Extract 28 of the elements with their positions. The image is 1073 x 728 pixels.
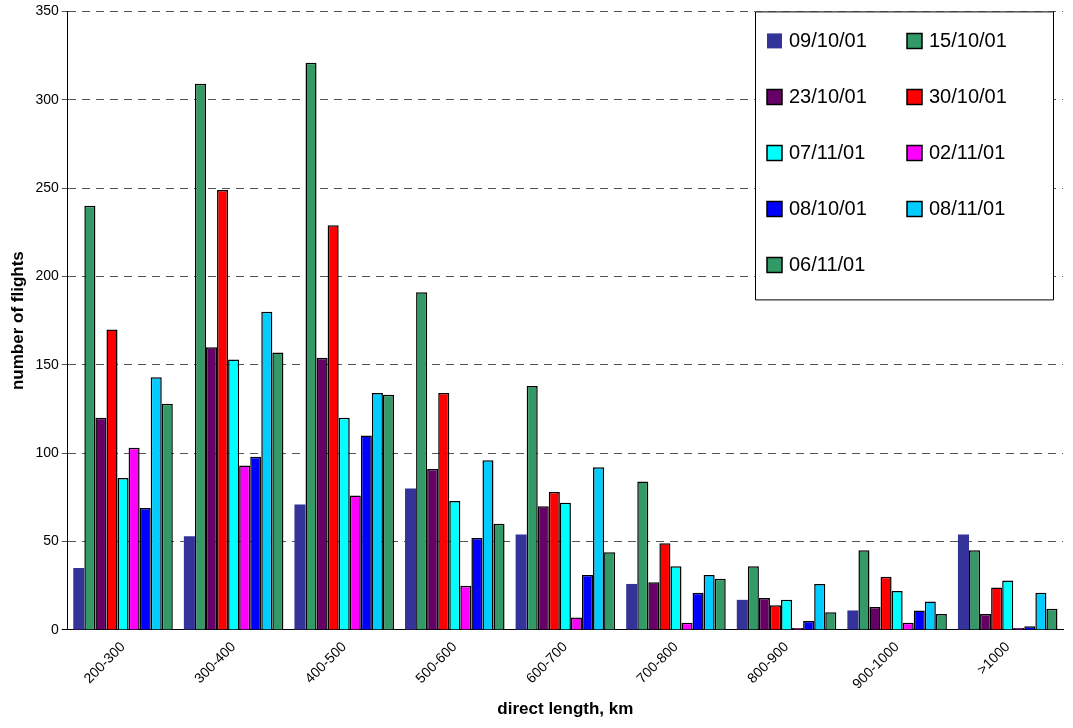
legend-label: 15/10/01 (929, 28, 1007, 51)
x-axis-title: direct length, km (497, 699, 634, 719)
bar (183, 536, 195, 630)
legend-label: 30/10/01 (929, 84, 1007, 107)
legend-label: 08/11/01 (929, 196, 1006, 219)
bar (626, 583, 638, 630)
bar (73, 568, 85, 630)
legend-label: 07/11/01 (789, 140, 866, 163)
legend-label: 02/11/01 (929, 140, 1006, 163)
bar (294, 504, 306, 630)
legend-label: 06/11/01 (789, 252, 866, 275)
y-tick-label: 300 (35, 90, 59, 107)
y-tick-label: 250 (35, 178, 59, 195)
bar (405, 488, 417, 630)
legend-label: 23/10/01 (789, 84, 867, 107)
y-tick-label: 150 (35, 355, 59, 372)
bar (515, 534, 527, 630)
bar (736, 599, 748, 630)
y-tick-label: 50 (43, 532, 59, 549)
bar (847, 610, 859, 630)
y-tick-label: 200 (35, 267, 59, 284)
y-tick-label: 100 (35, 444, 59, 461)
bar (957, 534, 970, 630)
legend-label: 09/10/01 (789, 28, 867, 51)
y-axis-title: number of flights (7, 251, 27, 391)
y-tick-label: 0 (50, 620, 59, 637)
legend-label: 08/10/01 (789, 196, 867, 219)
y-tick-label: 350 (35, 2, 59, 19)
